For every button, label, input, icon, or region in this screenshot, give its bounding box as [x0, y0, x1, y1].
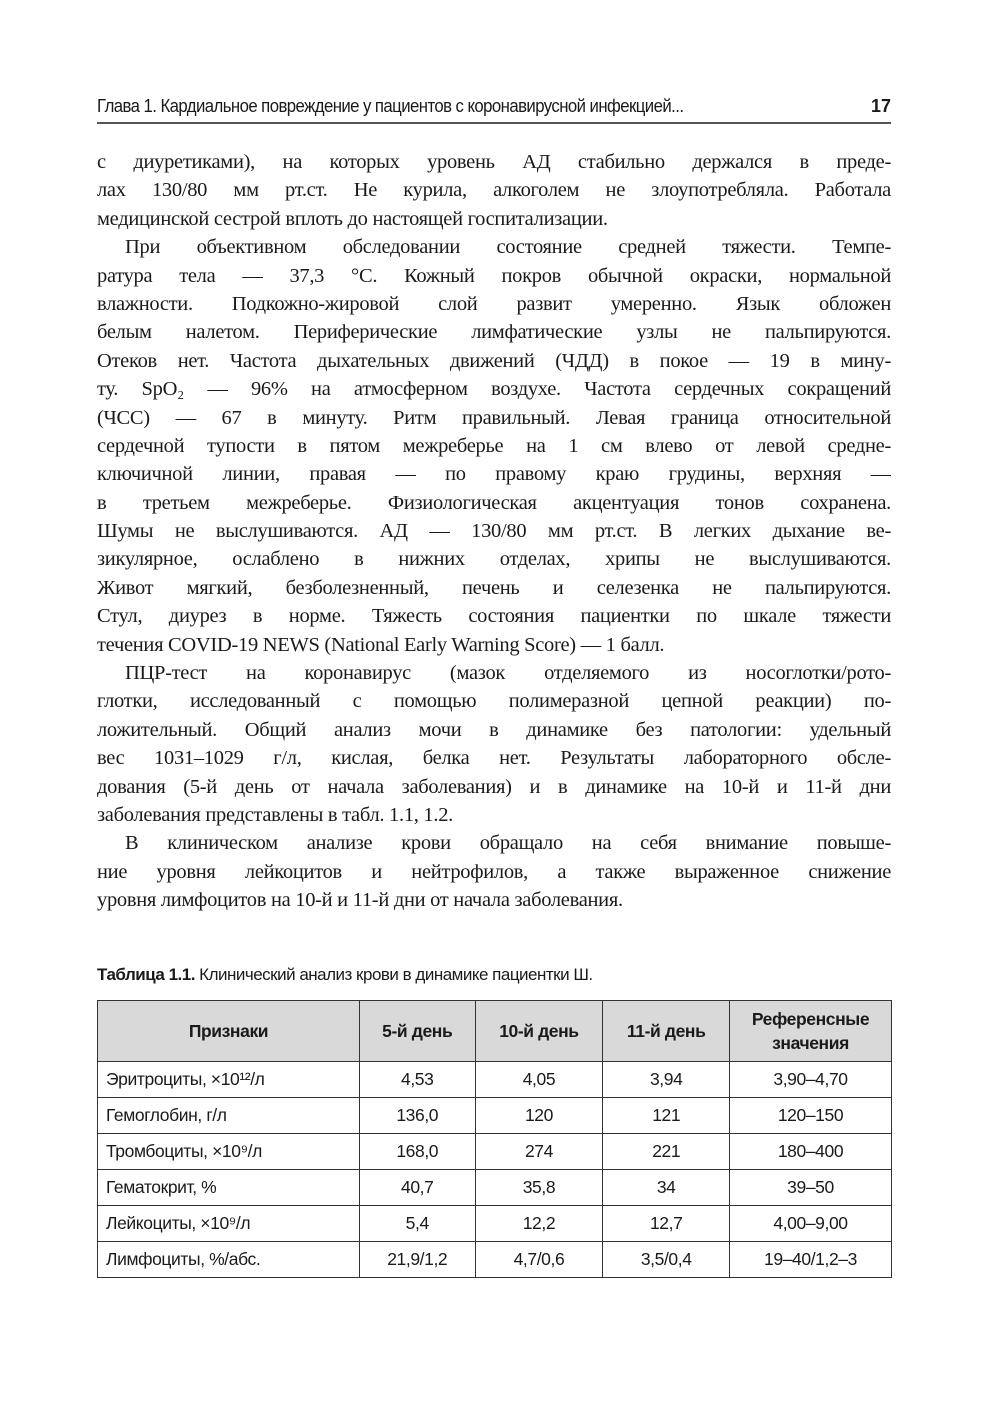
row-label: Гемоглобин, г/л: [97, 1097, 360, 1134]
text-line: в третьем межреберье. Физиологическая ак…: [97, 491, 891, 514]
table-cell: 4,7/0,6: [474, 1241, 604, 1278]
table-cell: 4,00–9,00: [729, 1205, 892, 1242]
column-header: 11-й день: [602, 1000, 730, 1062]
row-label: Эритроциты, ×10¹²/л: [97, 1061, 360, 1098]
table-cell: 12,2: [474, 1205, 604, 1242]
text-line: зикулярное, ослаблено в нижних отделах, …: [97, 548, 891, 571]
text-line: уровня лимфоцитов на 10-й и 11-й дни от …: [97, 889, 623, 912]
blood-analysis-table: Признаки 5-й день 10-й день 11-й день Рефере…: [97, 1000, 892, 1278]
paragraph: с диуретиками), на которых уровень АД ст…: [97, 148, 891, 233]
text-line: Отеков нет. Частота дыхательных движений…: [97, 349, 891, 372]
table-cell: 136,0: [359, 1097, 476, 1134]
row-label: Гематокрит, %: [97, 1169, 360, 1206]
table-cell: 221: [602, 1133, 730, 1170]
table-cell: 120: [474, 1097, 604, 1134]
text-line: медицинской сестрой вплоть до настоящей …: [97, 207, 608, 230]
text-line: Шумы не выслушиваются. АД — 130/80 мм рт…: [97, 520, 891, 543]
table-caption: Таблица 1.1. Клинический анализ крови в …: [97, 965, 593, 985]
table-cell: 34: [602, 1169, 730, 1206]
column-header: Признаки: [97, 1000, 360, 1062]
table-cell: 3,90–4,70: [729, 1061, 892, 1098]
table-cell: 40,7: [359, 1169, 476, 1206]
table-cell: 120–150: [729, 1097, 892, 1134]
text-line: белым налетом. Периферические лимфатичес…: [97, 321, 891, 344]
table-cell: 39–50: [729, 1169, 892, 1206]
table-row: Лимфоциты, %/абс. 21,9/1,2 4,7/0,6 3,5/0,4 1…: [97, 1241, 892, 1278]
row-label: Лейкоциты, ×10⁹/л: [97, 1205, 360, 1242]
text-line: лах 130/80 мм рт.ст. Не курила, алкоголе…: [97, 179, 891, 202]
text-line: заболевания представлены в табл. 1.1, 1.…: [97, 803, 453, 826]
table-caption-label: Таблица 1.1.: [97, 965, 195, 984]
text-line: влажности. Подкожно-жировой слой развит …: [97, 292, 891, 315]
text-line: Живот мягкий, безболезненный, печень и с…: [97, 576, 891, 599]
text-line: ПЦР-тест на коронавирус (мазок отделяемо…: [125, 662, 891, 685]
table-cell: 3,94: [602, 1061, 730, 1098]
text-line: глотки, исследованный с помощью полимера…: [97, 690, 891, 713]
table-cell: 12,7: [602, 1205, 730, 1242]
body-text: с диуретиками), на которых уровень АД ст…: [97, 148, 891, 915]
table-cell: 168,0: [359, 1133, 476, 1170]
text-line: сердечной тупости в пятом межреберье на …: [97, 434, 891, 457]
text-line: В клиническом анализе крови обращало на …: [125, 832, 891, 855]
table-row: Эритроциты, ×10¹²/л 4,53 4,05 3,94 3,90–4,70: [97, 1061, 892, 1098]
table-cell: 180–400: [729, 1133, 892, 1170]
page-number: 17: [870, 95, 891, 116]
table-cell: 4,05: [474, 1061, 604, 1098]
table-cell: 35,8: [474, 1169, 604, 1206]
text-line: вес 1031–1029 г/л, кислая, белка нет. Ре…: [97, 747, 891, 770]
text-line: При объективном обследовании состояние с…: [125, 236, 891, 259]
table-row: Гемоглобин, г/л 136,0 120 121 120–150: [97, 1097, 892, 1134]
column-header: 10-й день: [474, 1000, 604, 1062]
table-row: Тромбоциты, ×10⁹/л 168,0 274 221 180–400: [97, 1133, 892, 1170]
column-header: 5-й день: [359, 1000, 476, 1062]
running-header: Глава 1. Кардиальное повреждение у пацие…: [97, 90, 891, 124]
text-line: с диуретиками), на которых уровень АД ст…: [97, 151, 891, 173]
text-line: дования (5-й день от начала заболевания)…: [97, 775, 891, 798]
column-header: Референсные значения: [729, 1000, 892, 1062]
table-header-row: Признаки 5-й день 10-й день 11-й день Рефере…: [97, 1000, 892, 1062]
table-cell: 121: [602, 1097, 730, 1134]
table-cell: 19–40/1,2–3: [729, 1241, 892, 1278]
row-label: Лимфоциты, %/абс.: [97, 1241, 360, 1278]
text-line: ратура тела — 37,3 °С. Кожный покров обы…: [97, 264, 891, 287]
table-cell: 3,5/0,4: [602, 1241, 730, 1278]
text-line: течения COVID-19 NEWS (National Early Wa…: [97, 633, 665, 656]
text-line: ложительный. Общий анализ мочи в динамик…: [97, 718, 891, 741]
text-line: (ЧСС) — 67 в минуту. Ритм правильный. Ле…: [97, 406, 891, 429]
text-line: ту. SpO₂ — 96% на атмосферном воздухе. Ч…: [97, 378, 891, 401]
paragraph: В клиническом анализе крови обращало на …: [97, 829, 891, 914]
table-cell: 274: [474, 1133, 604, 1170]
paragraph: ПЦР-тест на коронавирус (мазок отделяемо…: [97, 659, 891, 829]
chapter-title: Глава 1. Кардиальное повреждение у пацие…: [97, 95, 684, 116]
table-row: Лейкоциты, ×10⁹/л 5,4 12,2 12,7 4,00–9,00: [97, 1205, 892, 1242]
text-line: Стул, диурез в норме. Тяжесть состояния …: [97, 605, 891, 628]
table-cell: 4,53: [359, 1061, 476, 1098]
row-label: Тромбоциты, ×10⁹/л: [97, 1133, 360, 1170]
table-cell: 5,4: [359, 1205, 476, 1242]
text-line: ключичной линии, правая — по правому кра…: [97, 463, 891, 486]
table-cell: 21,9/1,2: [359, 1241, 476, 1278]
text-line: ние уровня лейкоцитов и нейтрофилов, а т…: [97, 860, 891, 883]
paragraph: При объективном обследовании состояние с…: [97, 233, 891, 659]
table-row: Гематокрит, % 40,7 35,8 34 39–50: [97, 1169, 892, 1206]
table-caption-text: Клинический анализ крови в динамике паци…: [194, 965, 593, 984]
